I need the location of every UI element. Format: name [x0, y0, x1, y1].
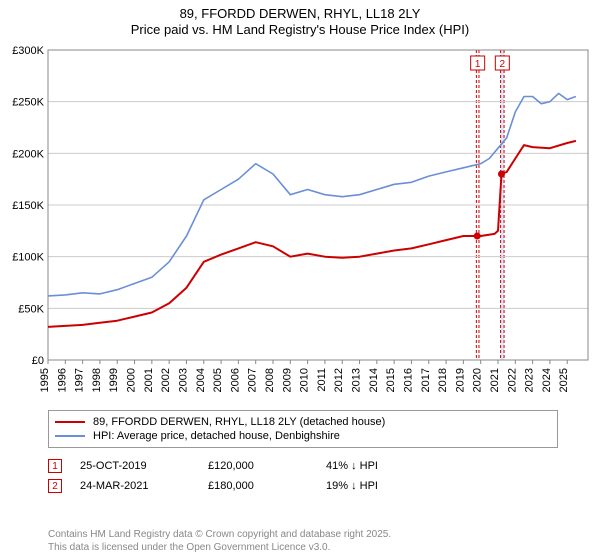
- svg-text:2013: 2013: [351, 368, 363, 392]
- datapoint-date: 25-OCT-2019: [80, 460, 190, 472]
- svg-text:2014: 2014: [368, 368, 380, 392]
- legend-label: 89, FFORDD DERWEN, RHYL, LL18 2LY (detac…: [93, 416, 385, 428]
- svg-text:£150K: £150K: [12, 200, 44, 212]
- svg-text:2017: 2017: [420, 368, 432, 392]
- footer-line2: This data is licensed under the Open Gov…: [48, 542, 391, 555]
- svg-text:2025: 2025: [558, 368, 570, 392]
- legend-item: 89, FFORDD DERWEN, RHYL, LL18 2LY (detac…: [55, 415, 551, 429]
- svg-text:1999: 1999: [108, 368, 120, 392]
- svg-text:1995: 1995: [39, 368, 51, 392]
- svg-text:2022: 2022: [506, 368, 518, 392]
- legend-swatch: [55, 421, 85, 423]
- svg-text:2012: 2012: [333, 368, 345, 392]
- datapoint-marker: 1: [48, 459, 62, 473]
- datapoint-price: £180,000: [208, 480, 308, 492]
- chart: 1 2 £0 £50K £100K £150K £200K £250K £300K 1995 199…: [0, 42, 600, 404]
- title-line2: Price paid vs. HM Land Registry's House …: [0, 22, 600, 38]
- footer-line1: Contains HM Land Registry data © Crown c…: [48, 529, 391, 542]
- footer: Contains HM Land Registry data © Crown c…: [48, 529, 391, 554]
- svg-text:2003: 2003: [177, 368, 189, 392]
- svg-text:1996: 1996: [56, 368, 68, 392]
- svg-text:2006: 2006: [229, 368, 241, 392]
- svg-text:2020: 2020: [472, 368, 484, 392]
- svg-text:£200K: £200K: [12, 148, 44, 160]
- datapoint-price: £120,000: [208, 460, 308, 472]
- svg-text:2015: 2015: [385, 368, 397, 392]
- legend-label: HPI: Average price, detached house, Denb…: [93, 430, 340, 442]
- svg-text:£100K: £100K: [12, 252, 44, 264]
- datapoint-table: 1 25-OCT-2019 £120,000 41% ↓ HPI 2 24-MAR-202…: [48, 456, 558, 496]
- svg-text:2008: 2008: [264, 368, 276, 392]
- svg-text:2005: 2005: [212, 368, 224, 392]
- datapoint-date: 24-MAR-2021: [80, 480, 190, 492]
- svg-text:1998: 1998: [91, 368, 103, 392]
- datapoint-marker: 2: [48, 479, 62, 493]
- datapoint-row: 2 24-MAR-2021 £180,000 19% ↓ HPI: [48, 476, 558, 496]
- svg-text:2016: 2016: [402, 368, 414, 392]
- svg-text:2021: 2021: [489, 368, 501, 392]
- svg-text:£250K: £250K: [12, 97, 44, 109]
- svg-text:2009: 2009: [281, 368, 293, 392]
- svg-text:1997: 1997: [74, 368, 86, 392]
- svg-text:2010: 2010: [299, 368, 311, 392]
- svg-text:2002: 2002: [160, 368, 172, 392]
- datapoint-diff: 19% ↓ HPI: [326, 480, 446, 492]
- svg-text:£50K: £50K: [18, 303, 44, 315]
- datapoint-diff: 41% ↓ HPI: [326, 460, 446, 472]
- svg-text:1: 1: [475, 59, 481, 70]
- svg-text:2000: 2000: [126, 368, 138, 392]
- legend-item: HPI: Average price, detached house, Denb…: [55, 429, 551, 443]
- svg-text:£300K: £300K: [12, 45, 44, 57]
- title-line1: 89, FFORDD DERWEN, RHYL, LL18 2LY: [0, 6, 600, 22]
- figure-container: 89, FFORDD DERWEN, RHYL, LL18 2LY Price …: [0, 0, 600, 560]
- svg-text:2004: 2004: [195, 368, 207, 392]
- chart-svg: 1 2 £0 £50K £100K £150K £200K £250K £300K 1995 199…: [0, 42, 600, 404]
- svg-text:2011: 2011: [316, 368, 328, 392]
- svg-text:2007: 2007: [247, 368, 259, 392]
- legend: 89, FFORDD DERWEN, RHYL, LL18 2LY (detac…: [48, 410, 558, 448]
- svg-text:£0: £0: [32, 355, 44, 367]
- title-block: 89, FFORDD DERWEN, RHYL, LL18 2LY Price …: [0, 0, 600, 39]
- svg-text:2023: 2023: [524, 368, 536, 392]
- svg-text:2018: 2018: [437, 368, 449, 392]
- svg-text:2024: 2024: [541, 368, 553, 392]
- svg-text:2019: 2019: [454, 368, 466, 392]
- svg-text:2001: 2001: [143, 368, 155, 392]
- svg-text:2: 2: [500, 59, 506, 70]
- legend-swatch: [55, 435, 85, 437]
- datapoint-row: 1 25-OCT-2019 £120,000 41% ↓ HPI: [48, 456, 558, 476]
